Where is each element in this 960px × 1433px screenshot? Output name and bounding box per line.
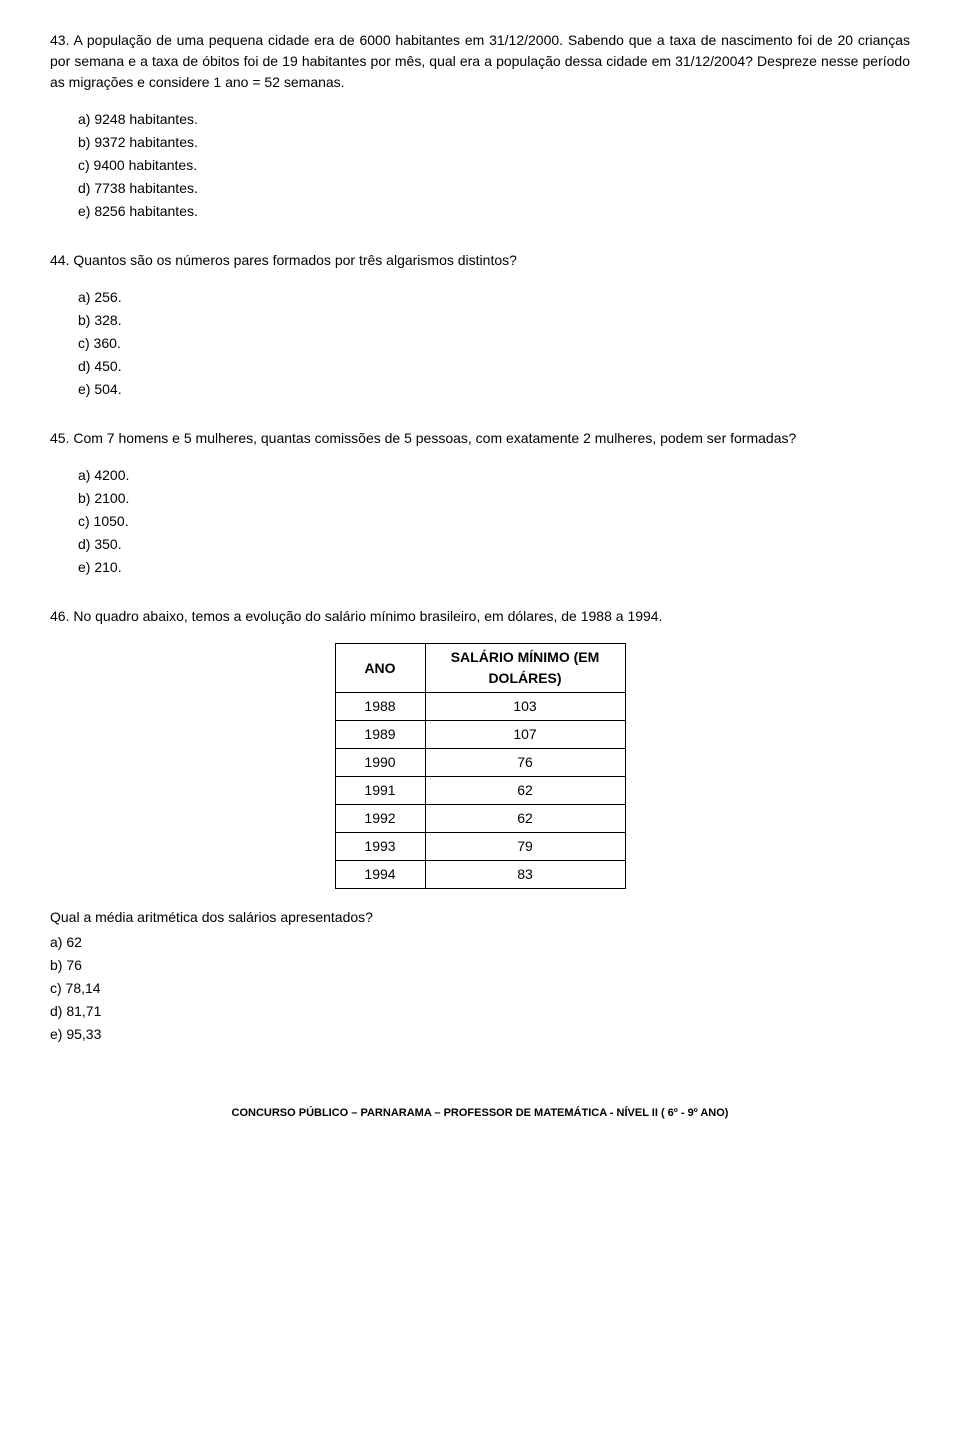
question-46-option-b: b) 76 bbox=[50, 955, 910, 976]
table-cell-value: 103 bbox=[425, 693, 625, 721]
question-44: 44. Quantos são os números pares formado… bbox=[50, 250, 910, 400]
question-45-option-a: a) 4200. bbox=[78, 465, 910, 486]
table-cell-value: 107 bbox=[425, 721, 625, 749]
question-45-options: a) 4200. b) 2100. c) 1050. d) 350. e) 21… bbox=[50, 465, 910, 578]
table-cell-year: 1993 bbox=[335, 833, 425, 861]
question-45-option-b: b) 2100. bbox=[78, 488, 910, 509]
page-footer: CONCURSO PÚBLICO – PARNARAMA – PROFESSOR… bbox=[50, 1105, 910, 1122]
table-cell-value: 76 bbox=[425, 749, 625, 777]
question-43-text: 43. A população de uma pequena cidade er… bbox=[50, 30, 910, 93]
question-44-option-c: c) 360. bbox=[78, 333, 910, 354]
question-43-option-e: e) 8256 habitantes. bbox=[78, 201, 910, 222]
question-43: 43. A população de uma pequena cidade er… bbox=[50, 30, 910, 222]
question-44-option-e: e) 504. bbox=[78, 379, 910, 400]
question-46-number: 46. bbox=[50, 608, 69, 624]
question-44-option-b: b) 328. bbox=[78, 310, 910, 331]
question-45-option-c: c) 1050. bbox=[78, 511, 910, 532]
table-cell-value: 62 bbox=[425, 777, 625, 805]
table-cell-year: 1992 bbox=[335, 805, 425, 833]
question-46-option-d: d) 81,71 bbox=[50, 1001, 910, 1022]
table-cell-year: 1990 bbox=[335, 749, 425, 777]
table-cell-value: 83 bbox=[425, 861, 625, 889]
question-43-option-a: a) 9248 habitantes. bbox=[78, 109, 910, 130]
table-row: 1993 79 bbox=[335, 833, 625, 861]
question-45-body: Com 7 homens e 5 mulheres, quantas comis… bbox=[69, 430, 796, 446]
question-45-option-e: e) 210. bbox=[78, 557, 910, 578]
question-46-body: No quadro abaixo, temos a evolução do sa… bbox=[69, 608, 662, 624]
salary-table: ANO SALÁRIO MÍNIMO (EM DOLÁRES) 1988 103… bbox=[335, 643, 626, 889]
question-46: 46. No quadro abaixo, temos a evolução d… bbox=[50, 606, 910, 1045]
question-45: 45. Com 7 homens e 5 mulheres, quantas c… bbox=[50, 428, 910, 578]
table-cell-year: 1991 bbox=[335, 777, 425, 805]
question-46-option-c: c) 78,14 bbox=[50, 978, 910, 999]
question-46-table-wrap: ANO SALÁRIO MÍNIMO (EM DOLÁRES) 1988 103… bbox=[50, 643, 910, 889]
table-row: 1994 83 bbox=[335, 861, 625, 889]
table-row: 1990 76 bbox=[335, 749, 625, 777]
question-45-option-d: d) 350. bbox=[78, 534, 910, 555]
table-row: 1991 62 bbox=[335, 777, 625, 805]
question-44-option-d: d) 450. bbox=[78, 356, 910, 377]
question-44-number: 44. bbox=[50, 252, 69, 268]
table-cell-year: 1988 bbox=[335, 693, 425, 721]
table-header-ano: ANO bbox=[335, 644, 425, 693]
question-46-post: Qual a média aritmética dos salários apr… bbox=[50, 907, 910, 928]
question-43-options: a) 9248 habitantes. b) 9372 habitantes. … bbox=[50, 109, 910, 222]
table-cell-value: 79 bbox=[425, 833, 625, 861]
question-46-text: 46. No quadro abaixo, temos a evolução d… bbox=[50, 606, 910, 627]
table-header-salario: SALÁRIO MÍNIMO (EM DOLÁRES) bbox=[425, 644, 625, 693]
table-row: 1988 103 bbox=[335, 693, 625, 721]
question-45-number: 45. bbox=[50, 430, 69, 446]
question-46-options: a) 62 b) 76 c) 78,14 d) 81,71 e) 95,33 bbox=[50, 932, 910, 1045]
question-44-options: a) 256. b) 328. c) 360. d) 450. e) 504. bbox=[50, 287, 910, 400]
table-cell-value: 62 bbox=[425, 805, 625, 833]
question-43-number: 43. bbox=[50, 32, 69, 48]
question-43-option-d: d) 7738 habitantes. bbox=[78, 178, 910, 199]
table-row: 1989 107 bbox=[335, 721, 625, 749]
question-45-text: 45. Com 7 homens e 5 mulheres, quantas c… bbox=[50, 428, 910, 449]
table-cell-year: 1994 bbox=[335, 861, 425, 889]
question-44-body: Quantos são os números pares formados po… bbox=[69, 252, 516, 268]
question-44-option-a: a) 256. bbox=[78, 287, 910, 308]
table-cell-year: 1989 bbox=[335, 721, 425, 749]
question-43-option-c: c) 9400 habitantes. bbox=[78, 155, 910, 176]
question-46-option-e: e) 95,33 bbox=[50, 1024, 910, 1045]
question-46-option-a: a) 62 bbox=[50, 932, 910, 953]
table-row: 1992 62 bbox=[335, 805, 625, 833]
question-43-body: A população de uma pequena cidade era de… bbox=[50, 32, 910, 90]
question-44-text: 44. Quantos são os números pares formado… bbox=[50, 250, 910, 271]
question-43-option-b: b) 9372 habitantes. bbox=[78, 132, 910, 153]
